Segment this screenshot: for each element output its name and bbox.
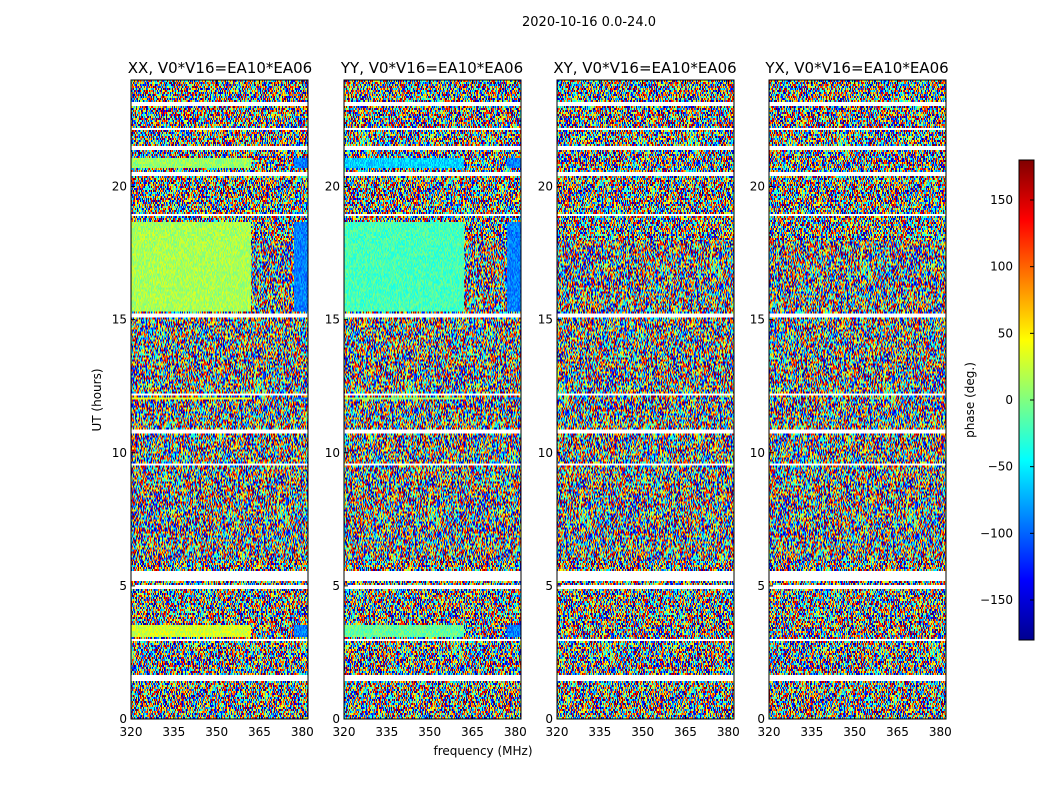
phase-raster (557, 80, 734, 719)
colorbar-gradient: −150 −100 −50 0 50 100 150 (980, 159, 1035, 641)
y-axis-label: UT (hours) (90, 368, 104, 431)
y-tick-label: 0 (757, 712, 765, 726)
panel-title: YX, V0*V16=EA10*EA06 (764, 59, 948, 77)
colorbar-tick-label: 0 (1005, 393, 1013, 407)
y-tick-label: 15 (112, 313, 127, 327)
y-tick-label: 5 (545, 579, 553, 593)
colorbar: −150 −100 −50 0 50 100 150 phase (deg.) (963, 159, 1035, 641)
heatmap-xy: 320 335 350 365 380 0 5 10 15 20 (538, 79, 740, 739)
heatmap-yx: 320 335 350 365 380 0 5 10 15 20 (750, 79, 952, 739)
figure-suptitle: 2020-10-16 0.0-24.0 (522, 15, 656, 30)
y-tick-label: 20 (750, 180, 765, 194)
x-tick-label: 350 (843, 725, 866, 739)
y-tick-label: 20 (112, 180, 127, 194)
panel-title: XX, V0*V16=EA10*EA06 (128, 59, 312, 77)
y-tick-label: 0 (332, 712, 340, 726)
y-tick-label: 0 (545, 712, 553, 726)
panel-title: XY, V0*V16=EA10*EA06 (553, 59, 736, 77)
x-tick-label: 380 (291, 725, 314, 739)
x-tick-label: 380 (929, 725, 952, 739)
y-tick-label: 10 (325, 446, 340, 460)
x-tick-label: 335 (800, 725, 823, 739)
panel-xy: XY, V0*V16=EA10*EA06 320 335 350 365 380 0 5 10… (538, 59, 740, 739)
x-tick-label: 365 (886, 725, 909, 739)
phase-raster (769, 80, 946, 719)
x-axis-label: frequency (MHz) (433, 744, 532, 758)
x-tick-label: 320 (333, 725, 356, 739)
axes-frame (556, 79, 735, 720)
y-tick-label: 10 (112, 446, 127, 460)
colorbar-label: phase (deg.) (963, 362, 977, 438)
y-tick-label: 5 (332, 579, 340, 593)
x-tick-label: 365 (674, 725, 697, 739)
y-tick-label: 20 (538, 180, 553, 194)
x-tick-label: 365 (248, 725, 271, 739)
colorbar-tick-label: 50 (998, 326, 1013, 340)
y-tick-label: 0 (119, 712, 127, 726)
axes-frame (768, 79, 947, 720)
x-tick-label: 380 (717, 725, 740, 739)
axes-frame (130, 79, 309, 720)
phase-raster (131, 80, 308, 719)
panel-xx: XX, V0*V16=EA10*EA06 320 335 350 365 380 0 5 10… (112, 59, 314, 739)
x-tick-label: 335 (588, 725, 611, 739)
y-tick-label: 5 (757, 579, 765, 593)
x-tick-label: 365 (461, 725, 484, 739)
colorbar-tick-label: −150 (980, 593, 1013, 607)
panel-title: YY, V0*V16=EA10*EA06 (340, 59, 523, 77)
panel-yx: YX, V0*V16=EA10*EA06 320 335 350 365 380 0 5 10… (750, 59, 952, 739)
y-tick-label: 10 (538, 446, 553, 460)
colorbar-tick-label: 100 (990, 260, 1013, 274)
colorbar-tick-label: −100 (980, 526, 1013, 540)
x-tick-label: 320 (758, 725, 781, 739)
y-tick-label: 15 (538, 313, 553, 327)
colorbar-tick-label: 150 (990, 193, 1013, 207)
x-tick-label: 380 (504, 725, 527, 739)
x-tick-label: 335 (375, 725, 398, 739)
y-tick-label: 15 (750, 313, 765, 327)
heatmap-xx: 320 335 350 365 380 0 5 10 15 20 (112, 79, 314, 739)
y-tick-label: 10 (750, 446, 765, 460)
y-tick-label: 5 (119, 579, 127, 593)
y-tick-label: 20 (325, 180, 340, 194)
x-tick-label: 320 (546, 725, 569, 739)
x-tick-label: 350 (631, 725, 654, 739)
panel-yy: YY, V0*V16=EA10*EA06 320 335 350 365 380 0 5 10… (325, 59, 527, 739)
x-tick-label: 320 (120, 725, 143, 739)
y-tick-label: 15 (325, 313, 340, 327)
heatmap-yy: 320 335 350 365 380 0 5 10 15 20 (325, 79, 527, 739)
x-tick-label: 350 (418, 725, 441, 739)
x-tick-label: 350 (205, 725, 228, 739)
x-tick-label: 335 (162, 725, 185, 739)
colorbar-tick-label: −50 (988, 460, 1013, 474)
axes-frame (343, 79, 522, 720)
phase-raster (344, 80, 521, 719)
